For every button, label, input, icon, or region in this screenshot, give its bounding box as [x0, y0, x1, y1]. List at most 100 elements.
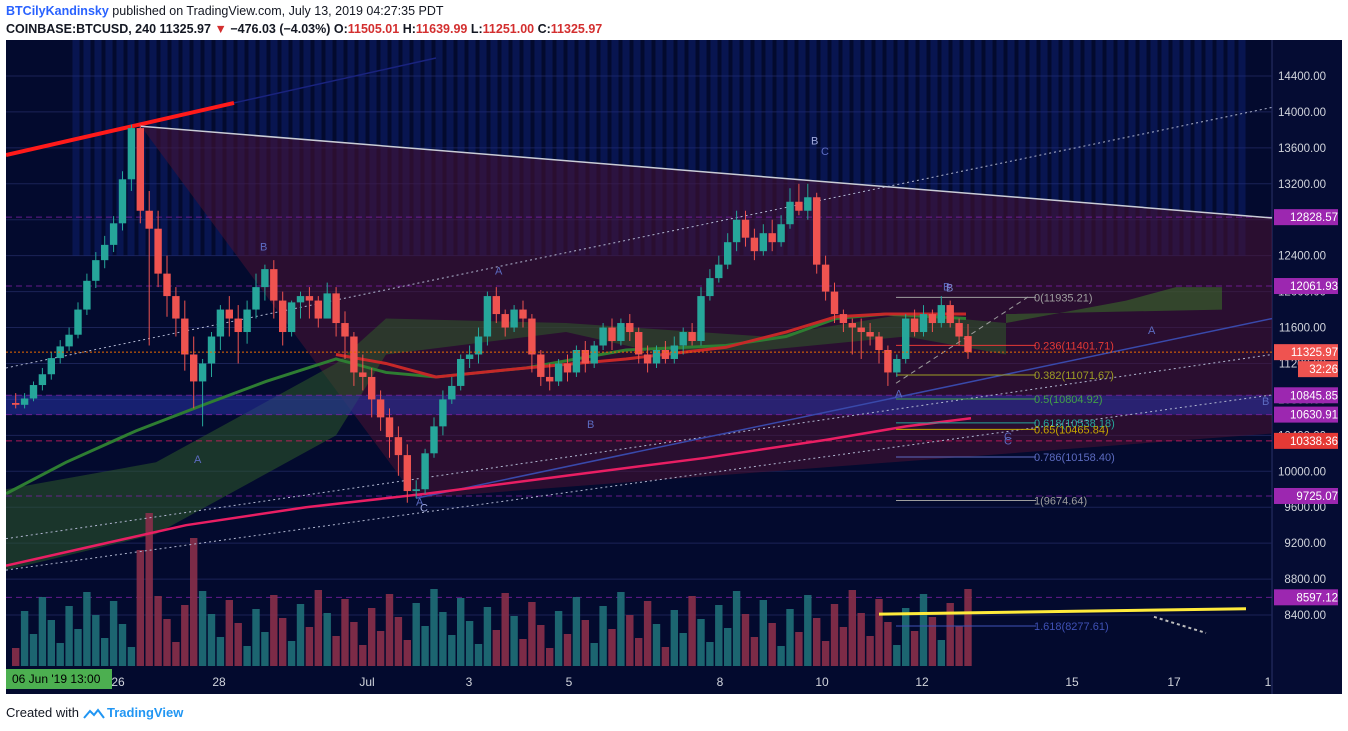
candle-body	[741, 219, 750, 238]
price-tag	[1274, 406, 1338, 423]
volume-bar	[902, 608, 910, 666]
volume-bar	[305, 627, 314, 666]
volume-bar	[457, 598, 465, 666]
wave-label: A	[895, 389, 903, 401]
volume-bar	[341, 599, 349, 666]
volume-bar	[724, 628, 732, 666]
volume-bar	[919, 594, 928, 666]
volume-bar	[190, 538, 198, 666]
volume-bar	[243, 646, 251, 666]
volume-bar	[830, 604, 839, 666]
volume-bar	[813, 618, 821, 666]
candle-body	[563, 363, 572, 373]
high-value: 11639.99	[415, 22, 468, 36]
close-value: 11325.97	[550, 22, 603, 36]
volume-bar	[697, 619, 705, 666]
fib-label: 0.786(10158.40)	[1034, 452, 1115, 464]
wave-label: A	[495, 266, 503, 278]
volume-bar	[296, 604, 305, 666]
y-tick-label: 13200.00	[1278, 179, 1326, 191]
candle-body	[163, 273, 171, 297]
volume-bar	[510, 616, 518, 666]
volume-bar	[786, 609, 794, 666]
wave-label: C	[821, 146, 829, 158]
candle-body	[919, 314, 928, 333]
volume-bar	[448, 635, 456, 666]
y-tick-label: 13600.00	[1278, 143, 1326, 155]
price-tag-label: 8597.12	[1296, 592, 1338, 604]
volume-bar	[848, 590, 856, 666]
volume-bar	[323, 613, 331, 666]
y-tick-label: 8800.00	[1284, 574, 1326, 586]
volume-bar	[136, 550, 144, 666]
volume-bar	[92, 615, 100, 666]
candle-body	[857, 327, 865, 333]
candle-body	[501, 314, 509, 328]
down-arrow-icon: ▼	[214, 22, 227, 36]
candle-body	[421, 453, 429, 490]
candle-body	[804, 197, 812, 211]
wave-label: A	[194, 454, 202, 466]
volume-bar	[127, 647, 136, 666]
x-tick-label: 28	[212, 675, 226, 689]
y-tick-label: 9600.00	[1284, 502, 1326, 514]
candle-body	[29, 385, 38, 399]
volume-bar	[145, 513, 153, 666]
candle-body	[190, 354, 198, 382]
candle-body	[252, 287, 260, 310]
volume-bar	[29, 634, 38, 666]
volume-bar	[608, 629, 616, 666]
last-price-label: 11325.97	[159, 22, 211, 36]
candle-body	[457, 358, 465, 386]
high-key: H:	[402, 22, 416, 36]
candle-body	[875, 336, 883, 350]
volume-bar	[270, 595, 278, 666]
created-with-label: Created with	[6, 705, 79, 720]
price-tag	[1274, 487, 1338, 504]
y-tick-label: 12400.00	[1278, 251, 1326, 263]
candle-body	[181, 318, 189, 355]
volume-bar	[154, 596, 162, 666]
volume-bar	[56, 643, 64, 666]
volume-bar	[528, 602, 536, 666]
volume-bar	[804, 595, 812, 666]
volume-bar	[866, 636, 874, 666]
candle-body	[599, 327, 607, 346]
volume-bar	[732, 591, 741, 666]
wave-label: B	[943, 282, 950, 294]
candle-body	[332, 293, 340, 324]
volume-bar	[198, 591, 207, 666]
x-tick-label: 15	[1065, 675, 1079, 689]
candle-body	[964, 336, 972, 353]
volume-bar	[599, 606, 607, 666]
candle-body	[928, 314, 937, 324]
blue-trendline-top	[233, 57, 437, 104]
candle-body	[287, 302, 296, 333]
candle-body	[101, 244, 109, 261]
volume-bar	[537, 625, 545, 666]
candle-body	[118, 179, 127, 224]
candle-body	[732, 219, 741, 243]
low-value: 11251.00	[482, 22, 535, 36]
candle-body	[474, 336, 483, 355]
volume-bar	[234, 623, 242, 666]
author-link[interactable]: BTCilyKandinsky	[6, 4, 109, 18]
candle-body	[706, 278, 714, 297]
countdown-label: 32:26	[1309, 364, 1338, 376]
dotted-channel-middle	[6, 353, 1273, 540]
candle-body	[243, 309, 251, 333]
tradingview-brand-link[interactable]: TradingView	[106, 705, 184, 720]
candle-body	[350, 336, 358, 373]
candle-body	[884, 349, 892, 373]
cursor-date-label: 06 Jun '19 13:00	[12, 672, 101, 686]
dotted-channel-lower	[6, 394, 1273, 571]
y-tick-label: 14000.00	[1278, 107, 1326, 119]
volume-bar	[670, 610, 678, 666]
price-tag	[1274, 278, 1338, 295]
low-key: L:	[470, 22, 483, 36]
volume-bar	[768, 623, 776, 666]
price-chart[interactable]: 0(11935.21) 0.236(11401.71) 0.382(11071.67…	[6, 40, 1342, 694]
candle-body	[724, 242, 732, 265]
candle-body	[394, 437, 403, 456]
wave-label: A	[416, 496, 424, 508]
